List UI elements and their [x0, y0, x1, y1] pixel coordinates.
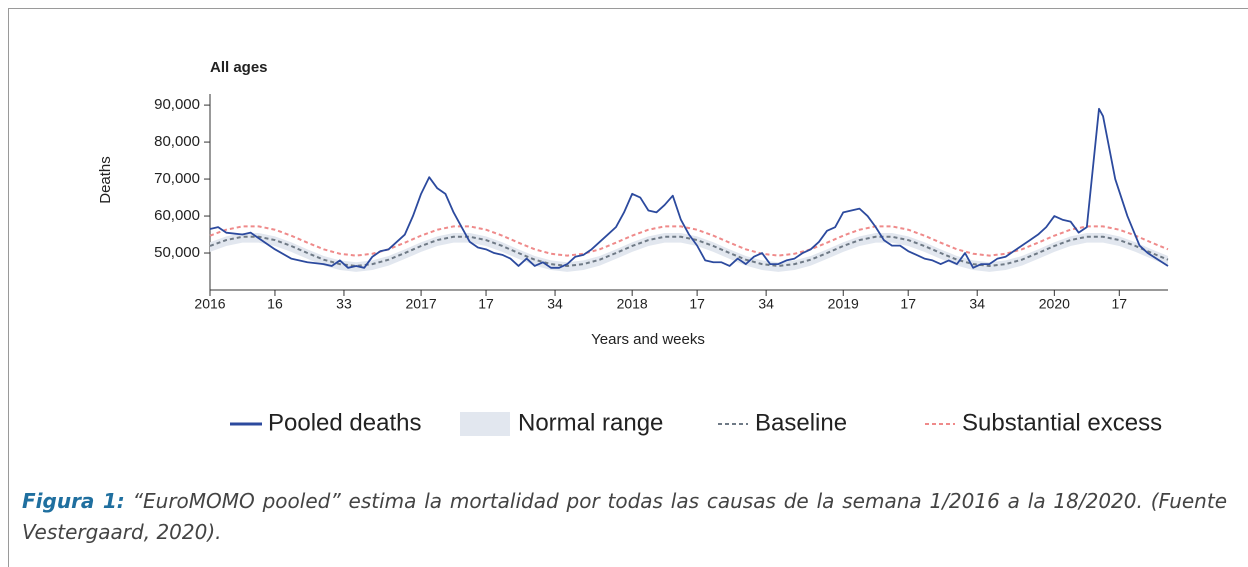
x-tick-label: 17 — [1111, 296, 1127, 312]
x-tick-label: 34 — [547, 296, 563, 312]
y-tick-label: 70,000 — [154, 170, 200, 187]
caption-label: Figura 1: — [22, 489, 125, 513]
legend-label: Substantial excess — [962, 409, 1162, 436]
y-axis-label: Deaths — [97, 156, 114, 204]
y-tick-label: 50,000 — [154, 244, 200, 261]
x-tick-label: 2019 — [828, 296, 859, 312]
x-tick-label: 2020 — [1039, 296, 1070, 312]
legend-label: Normal range — [518, 409, 663, 436]
y-tick-label: 90,000 — [154, 96, 200, 113]
x-tick-label: 2018 — [617, 296, 648, 312]
y-tick-label: 60,000 — [154, 207, 200, 224]
reference-line — [209, 225, 1169, 257]
x-tick-label: 2016 — [194, 296, 225, 312]
caption: Figura 1: “EuroMOMO pooled” estima la mo… — [22, 486, 1227, 548]
legend-label: Baseline — [755, 409, 847, 436]
x-tick-label: 34 — [758, 296, 774, 312]
x-tick-label: 17 — [689, 296, 705, 312]
reference-line — [209, 235, 1169, 267]
figure-frame — [8, 8, 1248, 567]
x-tick-label: 17 — [478, 296, 494, 312]
legend-label: Pooled deaths — [268, 409, 421, 436]
x-tick-label: 2017 — [406, 296, 437, 312]
x-tick-label: 33 — [336, 296, 352, 312]
pooled-line — [209, 107, 1169, 269]
legend-swatch — [460, 412, 510, 436]
normal-range — [210, 233, 1168, 272]
chart: All ages Deaths Years and weeks 50,000 60… — [97, 59, 1169, 436]
x-tick-label: 34 — [969, 296, 985, 312]
caption-text: “EuroMOMO pooled” estima la mortalidad p… — [22, 489, 1227, 544]
chart-title: All ages — [210, 59, 268, 76]
x-axis-label: Years and weeks — [591, 331, 705, 348]
x-tick-label: 16 — [267, 296, 283, 312]
y-tick-label: 80,000 — [154, 133, 200, 150]
x-tick-label: 17 — [900, 296, 916, 312]
